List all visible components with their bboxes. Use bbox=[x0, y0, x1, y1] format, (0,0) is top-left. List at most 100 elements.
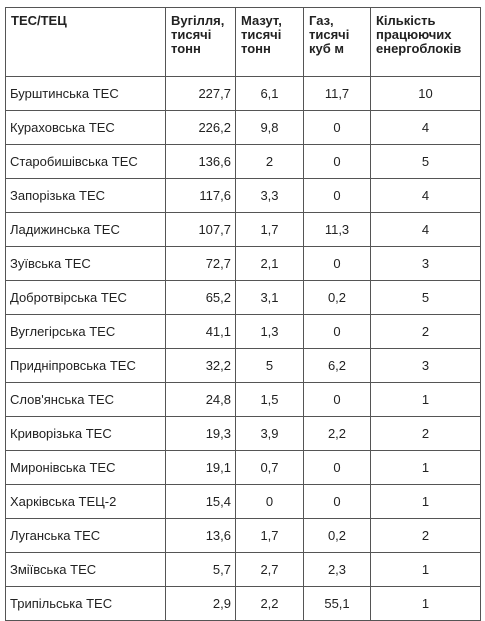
table-row: Старобишівська ТЕС 136,6 2 0 5 bbox=[5, 144, 481, 179]
coal-cell: 107,7 bbox=[165, 212, 236, 247]
power-units-cell: 2 bbox=[370, 416, 481, 451]
coal-cell: 13,6 bbox=[165, 518, 236, 553]
plant-name-cell: Добротвірська ТЕС bbox=[5, 280, 166, 315]
fuel-oil-cell: 2,1 bbox=[235, 246, 304, 281]
gas-cell: 0 bbox=[303, 382, 371, 417]
table-row: Слов'янська ТЕС 24,8 1,5 0 1 bbox=[5, 382, 481, 417]
plant-name-cell: Криворізька ТЕС bbox=[5, 416, 166, 451]
power-units-cell: 3 bbox=[370, 348, 481, 383]
power-units-cell: 5 bbox=[370, 280, 481, 315]
table-row: Миронівська ТЕС 19,1 0,7 0 1 bbox=[5, 450, 481, 485]
power-units-cell: 1 bbox=[370, 450, 481, 485]
fuel-oil-cell: 2,2 bbox=[235, 586, 304, 621]
coal-cell: 72,7 bbox=[165, 246, 236, 281]
table-row: Вуглегірська ТЕС 41,1 1,3 0 2 bbox=[5, 314, 481, 349]
coal-cell: 117,6 bbox=[165, 178, 236, 213]
table-row: Ладижинська ТЕС 107,7 1,7 11,3 4 bbox=[5, 212, 481, 247]
header-fuel-oil: Мазут, тисячі тонн bbox=[235, 7, 304, 77]
gas-cell: 11,3 bbox=[303, 212, 371, 247]
fuel-oil-cell: 1,7 bbox=[235, 212, 304, 247]
fuel-oil-cell: 0 bbox=[235, 484, 304, 519]
coal-cell: 65,2 bbox=[165, 280, 236, 315]
table-row: Придніпровська ТЕС 32,2 5 6,2 3 bbox=[5, 348, 481, 383]
table-row: Криворізька ТЕС 19,3 3,9 2,2 2 bbox=[5, 416, 481, 451]
coal-cell: 24,8 bbox=[165, 382, 236, 417]
coal-cell: 5,7 bbox=[165, 552, 236, 587]
power-units-cell: 4 bbox=[370, 178, 481, 213]
table-body: Бурштинська ТЕС 227,7 6,1 11,7 10 Кураховська… bbox=[5, 76, 481, 621]
power-units-cell: 1 bbox=[370, 382, 481, 417]
plant-name-cell: Зуївська ТЕС bbox=[5, 246, 166, 281]
table-row: Луганська ТЕС 13,6 1,7 0,2 2 bbox=[5, 518, 481, 553]
table-row: Бурштинська ТЕС 227,7 6,1 11,7 10 bbox=[5, 76, 481, 111]
fuel-oil-cell: 3,1 bbox=[235, 280, 304, 315]
plant-name-cell: Харківська ТЕЦ-2 bbox=[5, 484, 166, 519]
power-units-cell: 1 bbox=[370, 552, 481, 587]
gas-cell: 0 bbox=[303, 178, 371, 213]
plant-name-cell: Старобишівська ТЕС bbox=[5, 144, 166, 179]
table-header: ТЕС/ТЕЦ Вугілля, тисячі тонн Мазут, тися… bbox=[5, 7, 481, 77]
fuel-oil-cell: 5 bbox=[235, 348, 304, 383]
plant-name-cell: Вуглегірська ТЕС bbox=[5, 314, 166, 349]
plant-name-cell: Ладижинська ТЕС bbox=[5, 212, 166, 247]
fuel-oil-cell: 9,8 bbox=[235, 110, 304, 145]
plant-name-cell: Придніпровська ТЕС bbox=[5, 348, 166, 383]
fuel-oil-cell: 3,9 bbox=[235, 416, 304, 451]
gas-cell: 2,3 bbox=[303, 552, 371, 587]
table-row: Добротвірська ТЕС 65,2 3,1 0,2 5 bbox=[5, 280, 481, 315]
header-row: ТЕС/ТЕЦ Вугілля, тисячі тонн Мазут, тися… bbox=[5, 7, 481, 77]
plant-name-cell: Запорізька ТЕС bbox=[5, 178, 166, 213]
gas-cell: 55,1 bbox=[303, 586, 371, 621]
plant-name-cell: Слов'янська ТЕС bbox=[5, 382, 166, 417]
coal-cell: 19,1 bbox=[165, 450, 236, 485]
gas-cell: 0 bbox=[303, 110, 371, 145]
header-gas: Газ, тисячі куб м bbox=[303, 7, 371, 77]
power-units-cell: 3 bbox=[370, 246, 481, 281]
coal-cell: 15,4 bbox=[165, 484, 236, 519]
power-units-cell: 4 bbox=[370, 110, 481, 145]
plant-name-cell: Зміївська ТЕС bbox=[5, 552, 166, 587]
coal-cell: 32,2 bbox=[165, 348, 236, 383]
fuel-oil-cell: 0,7 bbox=[235, 450, 304, 485]
header-plant: ТЕС/ТЕЦ bbox=[5, 7, 166, 77]
fuel-oil-cell: 3,3 bbox=[235, 178, 304, 213]
gas-cell: 0,2 bbox=[303, 518, 371, 553]
table-row: Трипільська ТЕС 2,9 2,2 55,1 1 bbox=[5, 586, 481, 621]
table-row: Зміївська ТЕС 5,7 2,7 2,3 1 bbox=[5, 552, 481, 587]
plant-name-cell: Миронівська ТЕС bbox=[5, 450, 166, 485]
fuel-oil-cell: 6,1 bbox=[235, 76, 304, 111]
power-units-cell: 1 bbox=[370, 586, 481, 621]
power-units-cell: 10 bbox=[370, 76, 481, 111]
table-row: Харківська ТЕЦ-2 15,4 0 0 1 bbox=[5, 484, 481, 519]
fuel-oil-cell: 1,7 bbox=[235, 518, 304, 553]
gas-cell: 11,7 bbox=[303, 76, 371, 111]
gas-cell: 6,2 bbox=[303, 348, 371, 383]
gas-cell: 0 bbox=[303, 450, 371, 485]
coal-cell: 226,2 bbox=[165, 110, 236, 145]
gas-cell: 0 bbox=[303, 314, 371, 349]
table-row: Зуївська ТЕС 72,7 2,1 0 3 bbox=[5, 246, 481, 281]
gas-cell: 0 bbox=[303, 484, 371, 519]
fuel-oil-cell: 2,7 bbox=[235, 552, 304, 587]
plant-name-cell: Бурштинська ТЕС bbox=[5, 76, 166, 111]
fuel-oil-cell: 2 bbox=[235, 144, 304, 179]
power-units-cell: 2 bbox=[370, 518, 481, 553]
coal-cell: 19,3 bbox=[165, 416, 236, 451]
fuel-oil-cell: 1,5 bbox=[235, 382, 304, 417]
gas-cell: 0 bbox=[303, 144, 371, 179]
coal-cell: 227,7 bbox=[165, 76, 236, 111]
header-power-units: Кількість працюючих енергоблоків bbox=[370, 7, 481, 77]
power-plants-table: ТЕС/ТЕЦ Вугілля, тисячі тонн Мазут, тися… bbox=[5, 7, 481, 621]
header-coal: Вугілля, тисячі тонн bbox=[165, 7, 236, 77]
plant-name-cell: Трипільська ТЕС bbox=[5, 586, 166, 621]
power-units-cell: 2 bbox=[370, 314, 481, 349]
plant-name-cell: Луганська ТЕС bbox=[5, 518, 166, 553]
fuel-oil-cell: 1,3 bbox=[235, 314, 304, 349]
gas-cell: 0 bbox=[303, 246, 371, 281]
coal-cell: 41,1 bbox=[165, 314, 236, 349]
plant-name-cell: Кураховська ТЕС bbox=[5, 110, 166, 145]
table-row: Запорізька ТЕС 117,6 3,3 0 4 bbox=[5, 178, 481, 213]
table-row: Кураховська ТЕС 226,2 9,8 0 4 bbox=[5, 110, 481, 145]
gas-cell: 0,2 bbox=[303, 280, 371, 315]
